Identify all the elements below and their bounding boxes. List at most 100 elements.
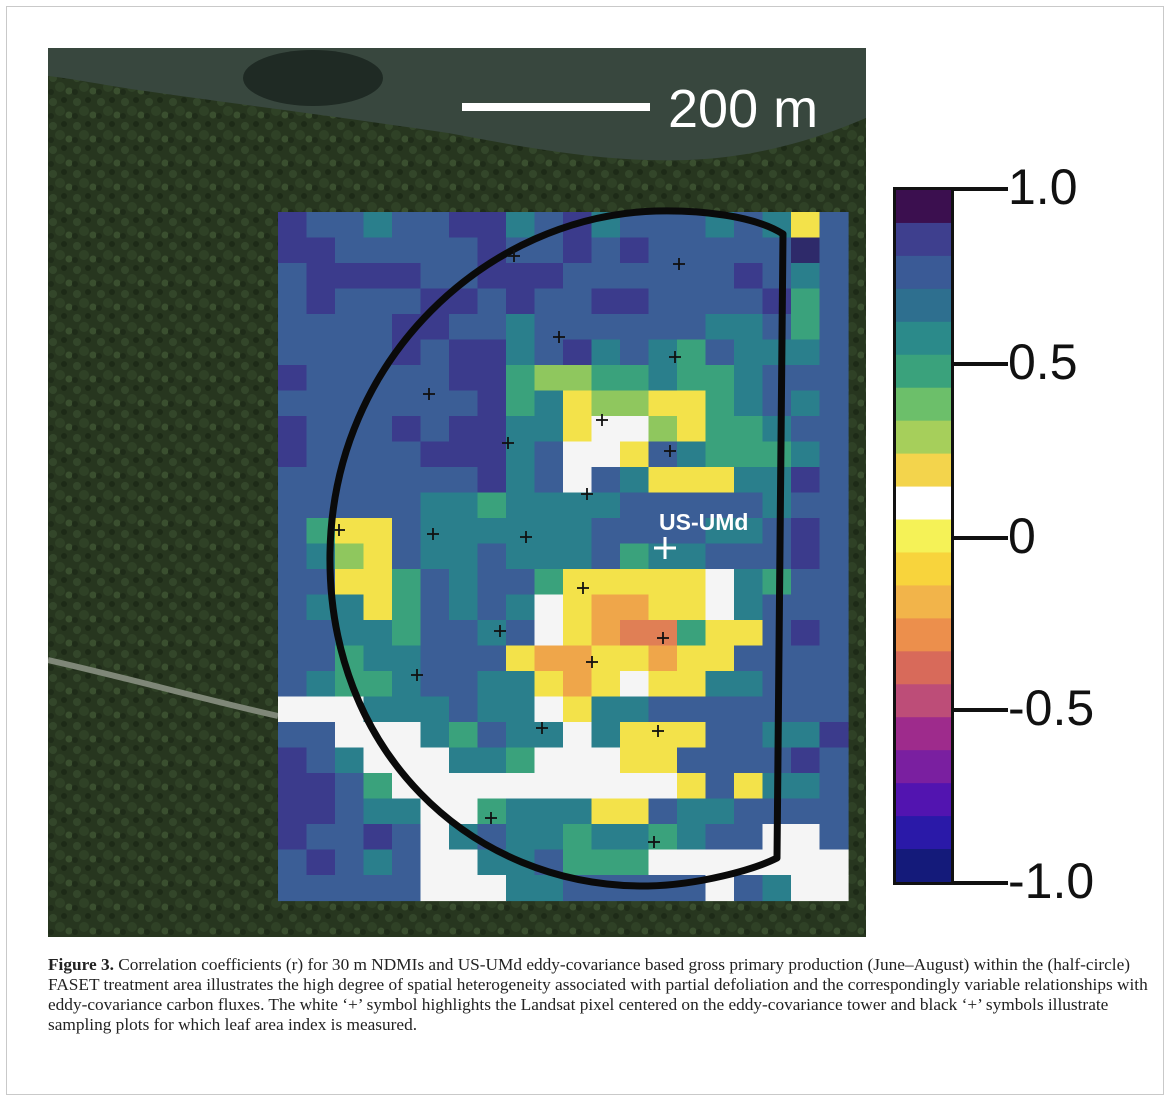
raster-cell — [335, 849, 365, 876]
raster-cell — [363, 875, 393, 902]
colorbar-band — [896, 190, 951, 224]
raster-cell — [648, 798, 678, 825]
raster-cell — [591, 390, 621, 417]
raster-cell — [648, 237, 678, 264]
raster-cell — [734, 543, 764, 570]
raster-cell — [648, 645, 678, 672]
raster-cell — [477, 288, 507, 315]
raster-cell — [705, 594, 735, 621]
raster-cell — [819, 849, 849, 876]
raster-cell — [335, 288, 365, 315]
raster-cell — [477, 492, 507, 519]
raster-cell — [734, 824, 764, 851]
raster-cell — [819, 569, 849, 596]
raster-cell — [506, 747, 536, 774]
raster-cell — [734, 722, 764, 749]
raster-cell — [563, 722, 593, 749]
raster-cell — [278, 339, 308, 366]
raster-cell — [819, 594, 849, 621]
raster-cell — [620, 339, 650, 366]
raster-cell — [677, 747, 707, 774]
colorbar-label-zero: 0 — [1008, 508, 1036, 564]
raster-cell — [449, 365, 479, 392]
raster-cell — [278, 518, 308, 545]
plot-marker — [508, 250, 520, 262]
raster-cell — [392, 696, 422, 723]
raster-cell — [734, 569, 764, 596]
raster-cell — [791, 314, 821, 341]
raster-cell — [392, 594, 422, 621]
raster-cell — [335, 365, 365, 392]
raster-cell — [620, 288, 650, 315]
raster-cell — [591, 722, 621, 749]
colorbar-tick-4 — [954, 708, 1008, 712]
raster-cell — [563, 645, 593, 672]
raster-cell — [477, 416, 507, 443]
raster-cell — [591, 773, 621, 800]
raster-cell — [620, 263, 650, 290]
raster-cell — [620, 543, 650, 570]
raster-cell — [278, 773, 308, 800]
raster-cell — [791, 722, 821, 749]
raster-cell — [420, 824, 450, 851]
raster-cell — [534, 237, 564, 264]
raster-cell — [506, 671, 536, 698]
raster-cell — [477, 339, 507, 366]
raster-cell — [620, 824, 650, 851]
raster-cell — [705, 696, 735, 723]
raster-cell — [791, 263, 821, 290]
raster-cell — [278, 492, 308, 519]
raster-cell — [705, 543, 735, 570]
raster-cell — [648, 773, 678, 800]
raster-cell — [620, 798, 650, 825]
raster-cell — [278, 390, 308, 417]
raster-cell — [449, 773, 479, 800]
raster-cell — [677, 314, 707, 341]
raster-cell — [420, 696, 450, 723]
raster-cell — [534, 569, 564, 596]
raster-cell — [791, 492, 821, 519]
raster-cell — [306, 237, 336, 264]
scale-bar-label: 200 m — [668, 79, 819, 139]
raster-cell — [677, 824, 707, 851]
raster-cell — [363, 288, 393, 315]
raster-cell — [363, 416, 393, 443]
raster-cell — [506, 416, 536, 443]
raster-cell — [363, 237, 393, 264]
raster-cell — [363, 620, 393, 647]
raster-cell — [534, 696, 564, 723]
raster-cell — [762, 365, 792, 392]
raster-cell — [278, 645, 308, 672]
raster-cell — [534, 671, 564, 698]
raster-cell — [677, 543, 707, 570]
raster-cell — [392, 390, 422, 417]
raster-cell — [819, 645, 849, 672]
raster-cell — [648, 518, 678, 545]
plot-marker — [411, 669, 423, 681]
raster-cell — [306, 824, 336, 851]
raster-cell — [791, 467, 821, 494]
raster-cell — [420, 467, 450, 494]
raster-cell — [705, 824, 735, 851]
raster-cell — [506, 390, 536, 417]
plot-marker — [427, 528, 439, 540]
figure-caption: Figure 3. Correlation coefficients (r) f… — [48, 955, 1148, 1035]
raster-cell — [819, 696, 849, 723]
raster-cell — [392, 416, 422, 443]
colorbar-label-min: -1.0 — [1008, 853, 1095, 909]
plot-marker — [333, 524, 345, 536]
raster-cell — [791, 390, 821, 417]
raster-cell — [563, 773, 593, 800]
raster-cell — [306, 798, 336, 825]
raster-cell — [734, 339, 764, 366]
raster-cell — [620, 365, 650, 392]
raster-cell — [563, 263, 593, 290]
raster-cell — [506, 594, 536, 621]
raster-cell — [477, 798, 507, 825]
raster-cell — [477, 467, 507, 494]
raster-cell — [734, 620, 764, 647]
raster-cell — [563, 747, 593, 774]
raster-cell — [335, 773, 365, 800]
raster-cell — [791, 875, 821, 902]
raster-cell — [306, 747, 336, 774]
